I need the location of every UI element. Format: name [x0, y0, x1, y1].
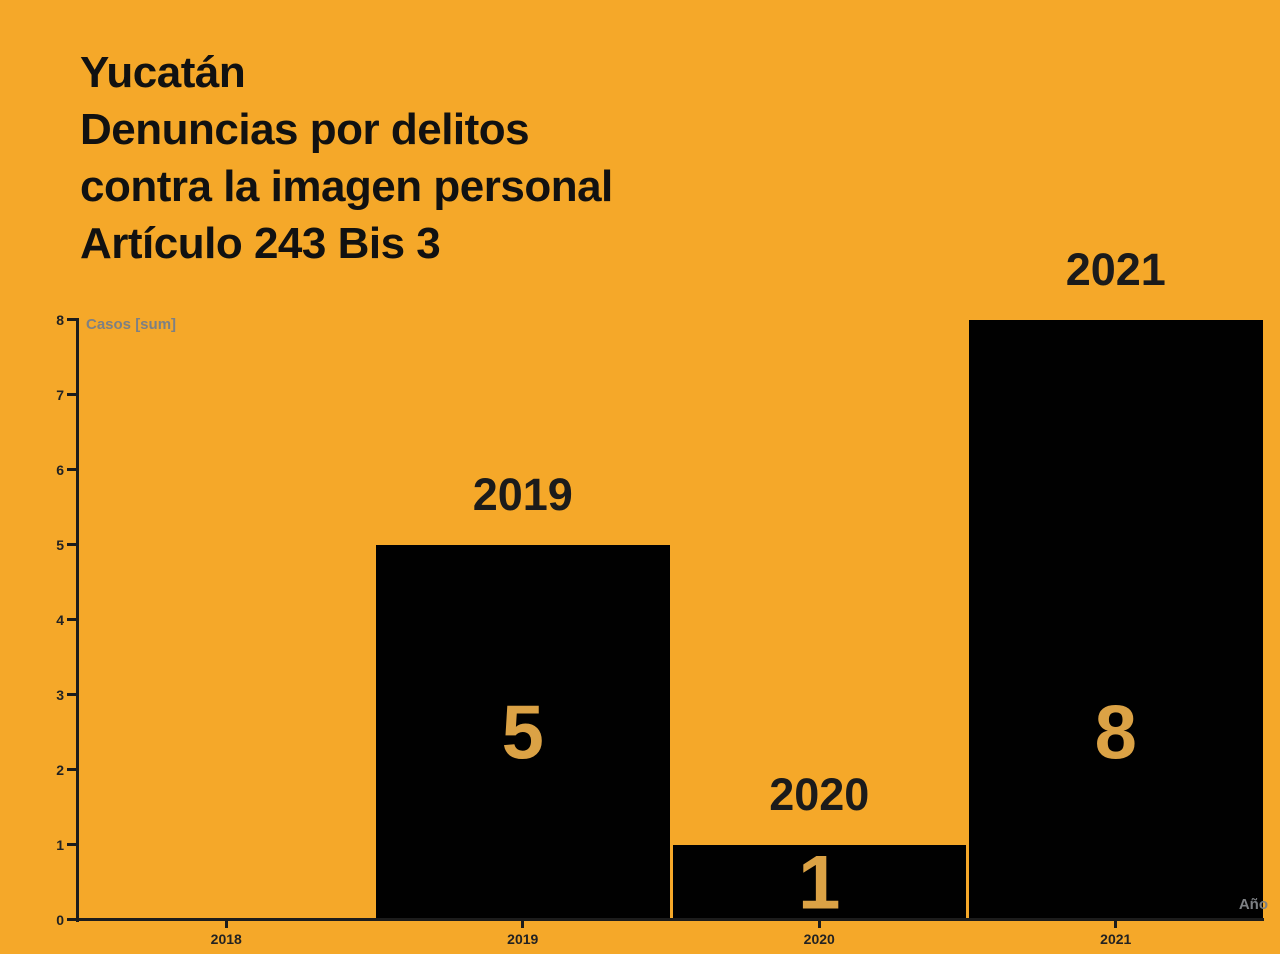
- y-tick-mark: [67, 618, 76, 621]
- y-tick-mark: [67, 918, 76, 921]
- chart-title-line-4: Artículo 243 Bis 3: [80, 219, 441, 268]
- bar-value-label-2020: 1: [798, 840, 841, 925]
- x-tick-label: 2020: [803, 931, 835, 947]
- y-tick-mark: [67, 468, 76, 471]
- chart-title-line-2: Denuncias por delitos: [80, 105, 530, 154]
- x-tick-mark: [817, 920, 821, 928]
- y-tick-label: 8: [56, 312, 64, 328]
- chart-title: Yucatán Denuncias por delitos contra la …: [80, 44, 613, 272]
- y-tick-label: 7: [56, 387, 64, 403]
- bar-2019: [376, 545, 670, 919]
- x-axis-line: [76, 918, 1264, 921]
- x-tick-mark: [1114, 920, 1118, 928]
- x-axis-title: Año: [1238, 896, 1268, 913]
- x-tick-label: 2021: [1100, 931, 1132, 947]
- x-tick-label: 2019: [507, 931, 539, 947]
- y-tick-label: 4: [56, 612, 64, 628]
- y-tick-mark: [67, 393, 76, 396]
- y-tick-mark: [67, 768, 76, 771]
- y-tick-mark: [67, 318, 76, 321]
- x-tick-mark: [224, 920, 228, 928]
- x-tick-mark: [521, 920, 525, 928]
- y-tick-label: 1: [56, 837, 64, 853]
- y-tick-mark: [67, 843, 76, 846]
- y-tick-label: 2: [56, 762, 64, 778]
- y-axis-title: Casos [sum]: [86, 316, 177, 333]
- y-tick-mark: [67, 543, 76, 546]
- x-tick-label: 2018: [210, 931, 242, 947]
- bar-value-label-2021: 8: [1094, 690, 1137, 775]
- y-tick-mark: [67, 693, 76, 696]
- chart-title-line-1: Yucatán: [80, 48, 246, 97]
- chart-title-line-3: contra la imagen personal: [80, 162, 613, 211]
- bar-2020: [672, 845, 966, 919]
- y-tick-label: 6: [56, 462, 64, 478]
- y-tick-label: 3: [56, 687, 64, 703]
- bar-year-caption-2020: 2020: [769, 769, 870, 820]
- bar-2021: [969, 320, 1263, 919]
- bar-year-caption-2021: 2021: [1065, 244, 1166, 295]
- y-tick-label: 0: [56, 912, 64, 928]
- y-tick-label: 5: [56, 537, 64, 553]
- y-axis-line: [76, 318, 79, 922]
- bar-value-label-2019: 5: [501, 690, 544, 775]
- bar-year-caption-2019: 2019: [472, 469, 573, 520]
